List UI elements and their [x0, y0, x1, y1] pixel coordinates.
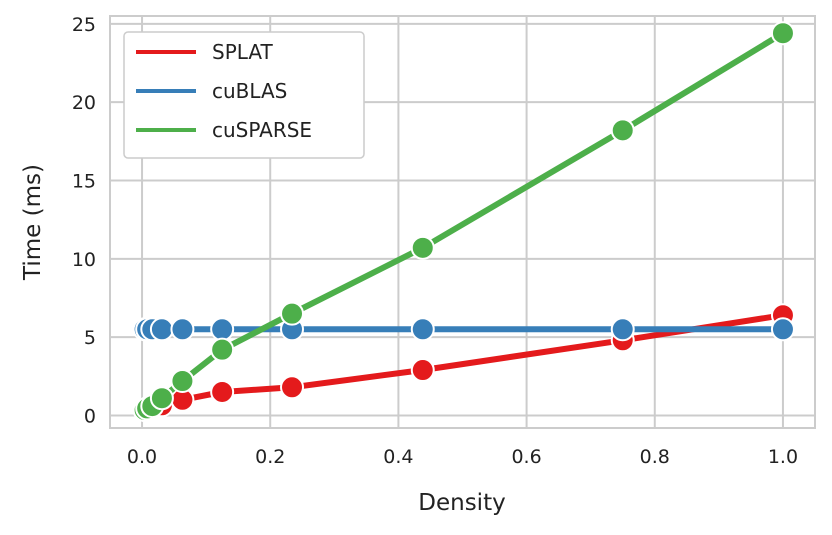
- cusparse-point: [410, 235, 435, 260]
- y-tick-label: 5: [84, 327, 96, 349]
- cusparse-legend-label: cuSPARSE: [212, 118, 312, 142]
- cublas-legend-label: cuBLAS: [212, 79, 287, 103]
- x-tick-labels: 0.0 0.2 0.4 0.6 0.8 1.0: [127, 446, 798, 468]
- cusparse-point: [149, 386, 174, 411]
- x-tick-label: 0.6: [511, 446, 541, 468]
- splat-point: [280, 375, 305, 400]
- y-tick-labels: 0 5 10 15 20 25: [72, 14, 96, 428]
- splat-legend-label: SPLAT: [212, 40, 273, 64]
- cublas-point: [210, 317, 235, 342]
- x-tick-label: 0.0: [127, 446, 157, 468]
- series-layer: [132, 21, 795, 422]
- y-axis-label: Time (ms): [20, 164, 46, 281]
- y-tick-label: 15: [72, 170, 96, 192]
- cublas-point: [770, 317, 795, 342]
- cusparse-point: [770, 21, 795, 46]
- cublas-point: [149, 317, 174, 342]
- legend-box: [123, 31, 365, 159]
- cusparse-point: [610, 118, 635, 143]
- cusparse-point: [280, 301, 305, 326]
- cusparse-point: [210, 337, 235, 362]
- y-tick-label: 0: [84, 405, 96, 427]
- cusparse-point: [170, 369, 195, 394]
- y-tick-label: 20: [72, 92, 96, 114]
- x-axis-label: Density: [418, 490, 505, 516]
- legend: SPLAT cuBLAS cuSPARSE: [123, 31, 365, 159]
- x-tick-label: 0.2: [255, 446, 285, 468]
- y-tick-label: 25: [72, 14, 96, 36]
- y-tick-label: 10: [72, 249, 96, 271]
- splat-point: [410, 358, 435, 383]
- splat-point: [210, 379, 235, 404]
- x-tick-label: 1.0: [768, 446, 798, 468]
- cublas-point: [410, 317, 435, 342]
- x-tick-label: 0.4: [383, 446, 413, 468]
- cublas-point: [170, 317, 195, 342]
- x-tick-label: 0.8: [640, 446, 670, 468]
- cublas-point: [610, 317, 635, 342]
